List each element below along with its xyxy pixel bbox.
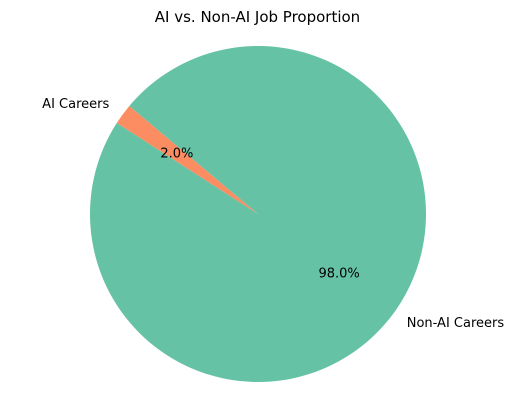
pie-slice-non-ai-careers xyxy=(89,46,426,383)
slice-label: Non-AI Careers xyxy=(407,316,505,331)
pie-slices xyxy=(89,46,426,383)
chart-title: AI vs. Non-AI Job Proportion xyxy=(155,8,360,26)
pie-labels: AI Careers 2.0% Non-AI Careers 98.0% xyxy=(42,97,504,331)
pie-slice-ai-careers xyxy=(116,106,258,214)
slice-percent-label: 2.0% xyxy=(160,147,193,162)
slice-label: AI Careers xyxy=(42,97,109,112)
slice-percent-label: 98.0% xyxy=(318,266,359,281)
